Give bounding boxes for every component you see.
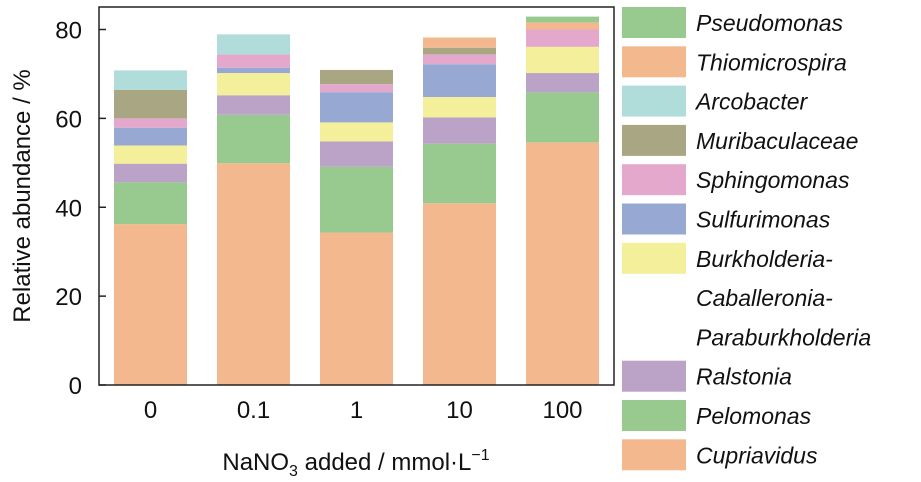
bar-segment-burkholderia-100 bbox=[526, 46, 599, 74]
y-axis: 0 20 40 60 80 bbox=[55, 18, 106, 400]
legend-label: Sulfurimonas bbox=[696, 207, 831, 233]
x-axis-label-a: NaNO bbox=[222, 449, 289, 476]
bar-segment-sulfurimonas-0 bbox=[114, 127, 187, 146]
plot-frame bbox=[98, 6, 615, 386]
legend-label: Arcobacter bbox=[694, 89, 809, 115]
legend-label: Caballeronia- bbox=[696, 285, 833, 311]
legend-item: Burkholderia- Caballeronia- Paraburkholder… bbox=[622, 242, 871, 350]
x-axis-label-sup: −1 bbox=[471, 447, 489, 464]
legend-swatch bbox=[622, 400, 686, 431]
legend-item: Pelomonas bbox=[622, 400, 812, 431]
bars-group bbox=[114, 16, 599, 385]
x-axis-label: NaNO3 added / mmol·L−1 bbox=[222, 447, 489, 480]
bar-segment-burkholderia-0.1 bbox=[217, 73, 290, 96]
x-axis-label-b: added / mmol·L bbox=[298, 449, 471, 476]
legend-swatch bbox=[622, 124, 686, 156]
y-tick-label: 20 bbox=[55, 284, 82, 311]
bar-segment-ralstonia-100 bbox=[526, 73, 599, 93]
y-axis-label: Relative abundance / % bbox=[9, 69, 36, 323]
legend-item: Arcobacter bbox=[622, 85, 809, 117]
bar-segment-pelomonas-10 bbox=[423, 143, 496, 204]
bar-segment-ralstonia-0 bbox=[114, 163, 187, 183]
x-tick-label: 0 bbox=[144, 397, 157, 424]
bar-segment-sulfurimonas-10 bbox=[423, 64, 496, 98]
legend-label: Burkholderia- bbox=[696, 246, 833, 272]
x-tick-label: 1 bbox=[350, 397, 363, 424]
bar-segment-arcobacter-0 bbox=[114, 70, 187, 90]
y-tick-label: 40 bbox=[55, 195, 82, 222]
bar-segment-burkholderia-10 bbox=[423, 97, 496, 118]
legend-swatch bbox=[622, 85, 686, 117]
bar-segment-pelomonas-1 bbox=[320, 166, 393, 233]
bar-segment-cupriavidus-0 bbox=[114, 224, 187, 385]
bar-segment-pelomonas-0 bbox=[114, 182, 187, 225]
bar-segment-thiomicrospira-100 bbox=[526, 22, 599, 30]
x-axis-label-sub: 3 bbox=[289, 463, 298, 480]
y-tick-label: 0 bbox=[69, 373, 82, 400]
legend-item: Ralstonia bbox=[622, 360, 792, 392]
bar-segment-cupriavidus-1 bbox=[320, 232, 393, 385]
bar-segment-pelomonas-0.1 bbox=[217, 114, 290, 164]
legend-swatch bbox=[622, 242, 686, 274]
legend-label: Thiomicrospira bbox=[696, 49, 847, 75]
bar-segment-muribaculaceae-0 bbox=[114, 89, 187, 119]
y-tick-label: 60 bbox=[55, 106, 82, 133]
bar-segment-thiomicrospira-10 bbox=[423, 37, 496, 48]
legend-item: Sulfurimonas bbox=[622, 203, 831, 235]
legend-item: Sphingomonas bbox=[622, 164, 850, 196]
y-tick-label: 80 bbox=[55, 18, 82, 45]
legend: Pseudomonas Thiomicrospira Arcobacter Murib… bbox=[622, 7, 871, 471]
bar-segment-burkholderia-0 bbox=[114, 145, 187, 164]
bar-segment-ralstonia-0.1 bbox=[217, 95, 290, 115]
legend-label: Pelomonas bbox=[696, 403, 812, 429]
legend-swatch bbox=[622, 46, 686, 78]
bar-segment-sphingomonas-1 bbox=[320, 84, 393, 93]
x-tick-label: 0.1 bbox=[237, 397, 270, 424]
legend-label: Muribaculaceae bbox=[696, 128, 858, 154]
legend-swatch bbox=[622, 439, 686, 471]
bar-segment-ralstonia-10 bbox=[423, 117, 496, 144]
bar-segment-sphingomonas-0 bbox=[114, 118, 187, 128]
bar-segment-muribaculaceae-10 bbox=[423, 47, 496, 55]
legend-swatch bbox=[622, 360, 686, 392]
bar-segment-sphingomonas-0.1 bbox=[217, 54, 290, 68]
x-tick-label: 100 bbox=[542, 397, 582, 424]
bar-segment-cupriavidus-100 bbox=[526, 142, 599, 385]
bar-segment-pseudomonas-100 bbox=[526, 16, 599, 23]
legend-label: Cupriavidus bbox=[696, 442, 818, 468]
legend-item: Pseudomonas bbox=[622, 7, 844, 38]
legend-item: Muribaculaceae bbox=[622, 124, 858, 156]
legend-label: Paraburkholderia bbox=[696, 324, 871, 350]
legend-swatch bbox=[622, 7, 686, 38]
legend-label: Ralstonia bbox=[696, 364, 792, 390]
bar-segment-pelomonas-100 bbox=[526, 92, 599, 143]
legend-swatch bbox=[622, 203, 686, 235]
legend-item: Cupriavidus bbox=[622, 439, 818, 471]
x-tick-label: 10 bbox=[446, 397, 473, 424]
bar-segment-sphingomonas-10 bbox=[423, 54, 496, 65]
bar-segment-sulfurimonas-0.1 bbox=[217, 67, 290, 74]
legend-item: Thiomicrospira bbox=[622, 46, 847, 78]
legend-swatch bbox=[622, 164, 686, 196]
bar-segment-muribaculaceae-1 bbox=[320, 69, 393, 85]
bar-segment-cupriavidus-0.1 bbox=[217, 163, 290, 385]
legend-label: Sphingomonas bbox=[696, 167, 850, 193]
bar-segment-arcobacter-0.1 bbox=[217, 34, 290, 55]
bar-segment-sulfurimonas-1 bbox=[320, 92, 393, 123]
bar-segment-ralstonia-1 bbox=[320, 141, 393, 167]
bar-segment-burkholderia-1 bbox=[320, 122, 393, 142]
x-axis: 0 0.1 1 10 100 bbox=[144, 397, 583, 424]
legend-label: Pseudomonas bbox=[696, 10, 844, 36]
bar-segment-cupriavidus-10 bbox=[423, 203, 496, 385]
bar-segment-sphingomonas-100 bbox=[526, 29, 599, 47]
